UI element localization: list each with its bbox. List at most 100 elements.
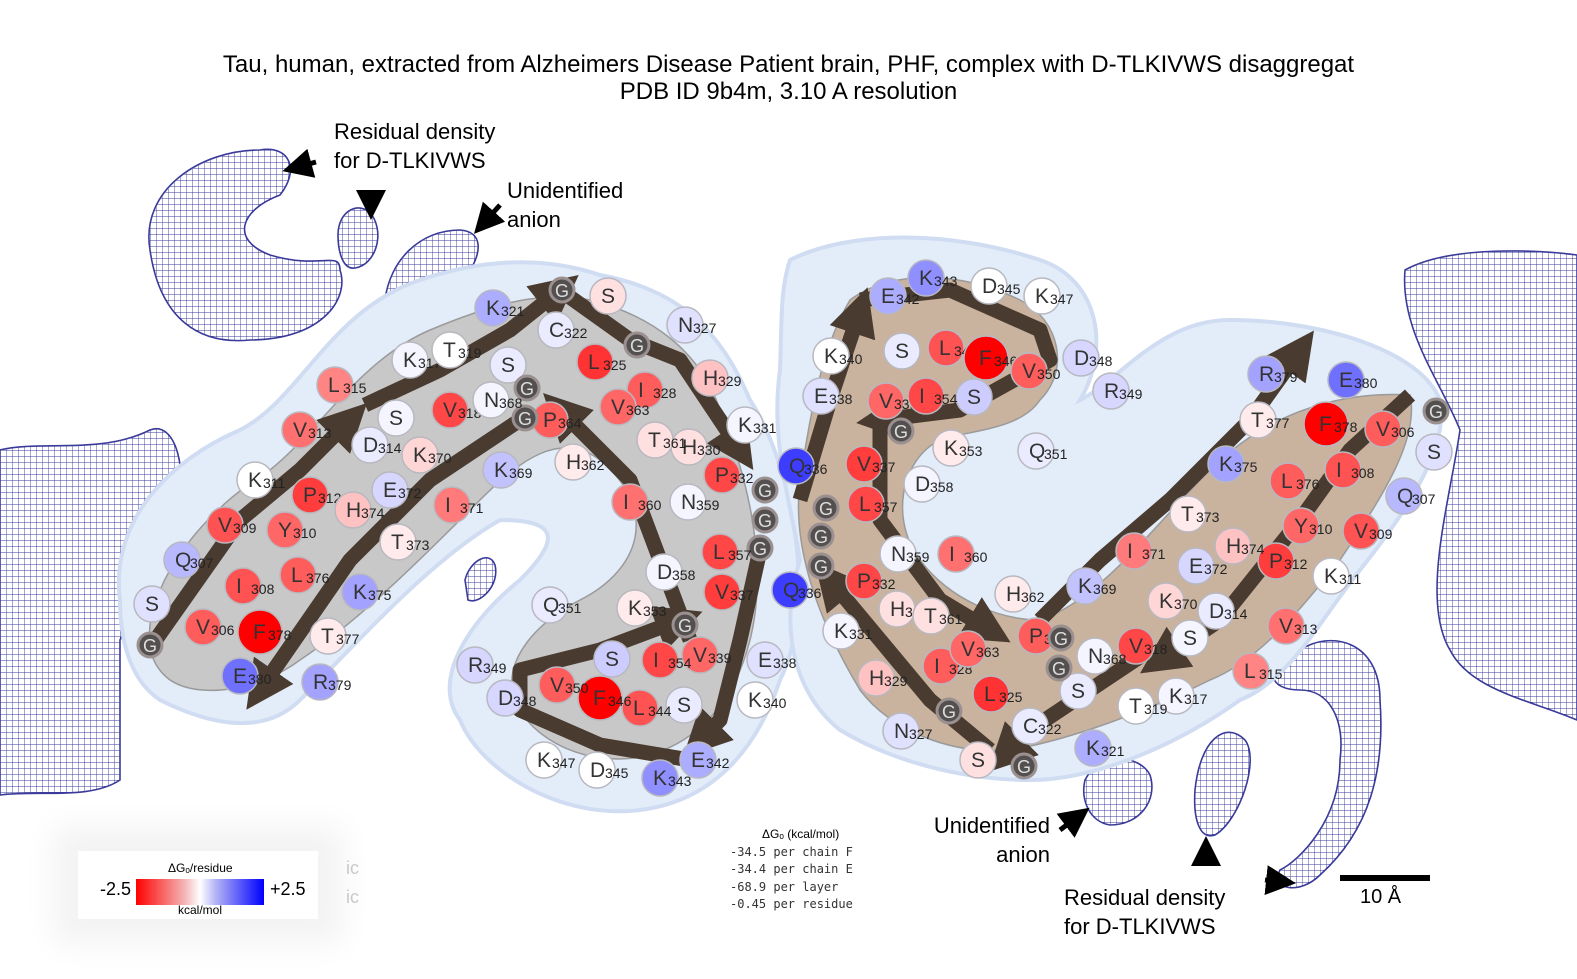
residue-right-H329: H 329 (857, 659, 908, 697)
residue-letter: I (236, 575, 242, 598)
residue-number: 358 (930, 479, 954, 495)
residue-letter: R (1104, 380, 1119, 403)
residue-blob (972, 675, 1010, 713)
residue-letter: V (693, 644, 707, 667)
note-line: Unidentified (507, 178, 624, 203)
residue-left-G: G (671, 611, 699, 639)
residue-letter: H (703, 367, 718, 390)
residue-right-V363: V 363 (949, 630, 1000, 668)
residue-letter: V (1376, 418, 1390, 441)
residue-number: 309 (1369, 526, 1393, 542)
residue-blob (1011, 707, 1049, 745)
residue-left-K321: K 321 (474, 289, 525, 327)
residue-right-T377: T 377 (1239, 401, 1290, 439)
energy-line: -0.45 per residue (730, 897, 853, 911)
scale-bar-label: 10 Å (1360, 886, 1402, 908)
residue-left-K370: K 370 (401, 436, 452, 474)
residue-blob (578, 751, 616, 789)
residue-letter: S (501, 354, 515, 377)
residue-blob (1422, 397, 1450, 425)
residue-number: 339 (708, 650, 732, 666)
residue-blob (371, 471, 409, 509)
residue-letter: G (894, 422, 908, 442)
residue-right-L376: L 376 (1269, 462, 1320, 500)
residue-letter: Y (1294, 515, 1308, 538)
residue-blob (576, 343, 614, 381)
residue-letter: F (593, 687, 606, 710)
residue-left-D358: D 358 (645, 553, 696, 591)
residue-letter: S (1071, 680, 1085, 703)
residue-left-L315: L 315 (316, 366, 367, 404)
residue-blob (1214, 527, 1252, 565)
residue-left-V339: V 339 (681, 636, 732, 674)
residue-blob (959, 741, 997, 779)
residue-right-D345: D 345 (970, 267, 1021, 305)
legend-gradient (136, 879, 264, 905)
density-top-knob (337, 207, 379, 269)
residue-blob (681, 636, 719, 674)
residue-letter: G (758, 511, 772, 531)
residue-blob (641, 759, 679, 797)
residue-letter: D (590, 759, 605, 782)
residue-right-L357: L 357 (847, 485, 898, 523)
residue-blob (869, 277, 907, 315)
residue-letter: I (1127, 540, 1133, 563)
legend-units: kcal/mol (178, 903, 223, 917)
residue-blob (691, 359, 729, 397)
residue-number: 325 (603, 357, 627, 373)
legend-max-label: +2.5 (270, 879, 306, 899)
residue-letter: S (601, 285, 615, 308)
residue-left-G: G (746, 534, 774, 562)
residue-letter: I (934, 655, 940, 678)
residue-letter: S (971, 749, 985, 772)
note-residual-density-top: Residual density for D-TLKIVWS (320, 113, 510, 179)
residue-blob (433, 486, 471, 524)
residue-letter: N (484, 389, 499, 412)
residue-right-K375: K 375 (1207, 445, 1258, 483)
residue-number: 308 (1351, 465, 1375, 481)
residue-left-N327: N 327 (666, 306, 717, 344)
residue-number: 358 (672, 567, 696, 583)
residue-letter: L (1281, 470, 1293, 493)
residue-letter: V (611, 396, 625, 419)
residue-letter: L (1244, 660, 1256, 683)
residue-number: 362 (581, 457, 605, 473)
residue-letter: P (1269, 550, 1283, 573)
residue-blob (379, 523, 417, 561)
residue-left-E372: E 372 (371, 471, 422, 509)
residue-left-V313: V 313 (281, 411, 332, 449)
residue-right-T361: T 361 (912, 597, 963, 635)
residue-number: 312 (318, 490, 342, 506)
residue-left-I354: I 354 (641, 641, 692, 679)
residue-letter: K (1169, 685, 1183, 708)
residue-blob (1115, 532, 1153, 570)
residue-blob (1017, 432, 1055, 470)
residue-blob (1074, 729, 1112, 767)
energy-line: -34.5 per chain F (730, 844, 853, 859)
residue-right-T373: T 373 (1169, 495, 1220, 533)
density-top-hook (148, 148, 343, 342)
residue-number: 380 (248, 671, 272, 687)
residue-letter: F (1319, 413, 1332, 436)
residue-right-I328: I 328 (922, 647, 973, 685)
residue-letter: Q (543, 594, 559, 617)
residue-letter: V (1129, 635, 1143, 658)
residue-number: 362 (1021, 589, 1045, 605)
residue-left-S: S (489, 346, 527, 384)
residue-number: 375 (368, 587, 392, 603)
residue-letter: K (413, 444, 427, 467)
residue-blob (882, 712, 920, 750)
residue-left-H329: H 329 (691, 359, 742, 397)
residue-blob (554, 443, 592, 481)
residue-letter: K (628, 597, 642, 620)
residue-number: 350 (1037, 366, 1061, 382)
residue-letter: R (313, 671, 328, 694)
residue-left-L325: L 325 (576, 343, 627, 381)
residue-blob (589, 277, 627, 315)
strand-right-6 (988, 643, 1155, 772)
residue-blob (949, 630, 987, 668)
residue-number: 350 (565, 680, 589, 696)
residue-right-G: G (1045, 654, 1073, 682)
residue-number: 342 (896, 291, 920, 307)
